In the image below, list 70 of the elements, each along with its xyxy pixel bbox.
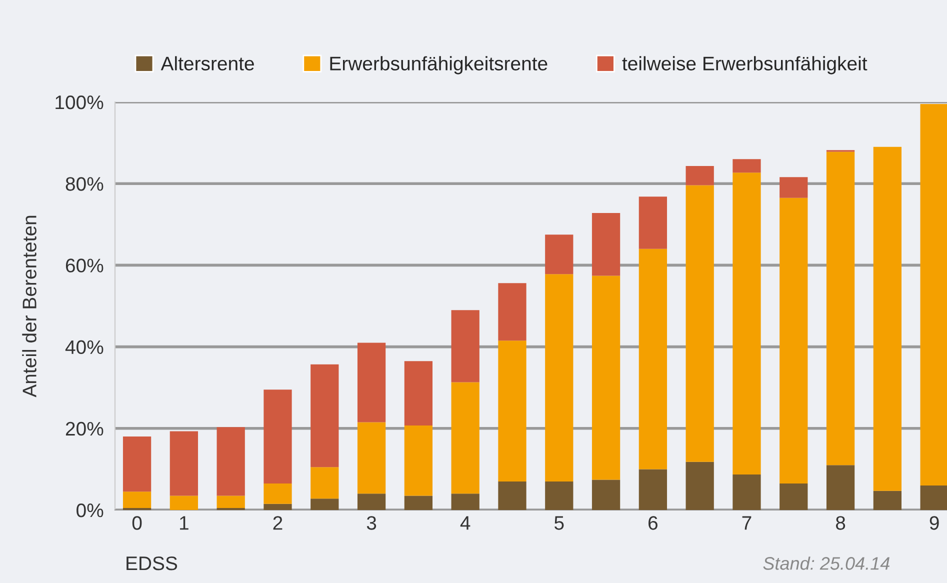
bar <box>732 474 761 510</box>
x-tick-label: 0 <box>132 516 142 530</box>
legend-label: teilweise Erwerbsunfähigkeit <box>622 56 868 74</box>
bar <box>592 276 620 480</box>
bar <box>686 462 714 510</box>
bar <box>357 342 386 422</box>
bar <box>216 496 245 508</box>
bar <box>920 104 947 486</box>
bar <box>310 467 339 499</box>
bar <box>498 340 526 482</box>
bar <box>920 486 947 510</box>
bar <box>826 465 855 510</box>
x-axis-title: EDSS <box>126 556 178 570</box>
bar <box>592 480 620 510</box>
bar <box>264 483 292 504</box>
y-tick-label: 80% <box>66 177 104 191</box>
x-tick-label: 4 <box>460 516 470 530</box>
y-axis-title: Anteil der Berenteten <box>22 216 36 398</box>
bar <box>545 481 574 510</box>
y-tick-label: 20% <box>66 422 104 436</box>
legend-label: Erwerbsunfähigkeitsrente <box>330 56 548 74</box>
bar <box>404 361 433 426</box>
bar <box>357 422 386 494</box>
y-tick-label: 40% <box>65 340 104 354</box>
bar <box>170 431 198 496</box>
bar <box>498 283 526 341</box>
bar <box>216 427 245 496</box>
bar <box>780 177 808 198</box>
x-tick-label: 8 <box>836 516 846 530</box>
bar <box>686 185 714 462</box>
bar <box>264 390 292 484</box>
bar <box>732 159 761 173</box>
bar <box>404 496 433 510</box>
x-tick-label: 7 <box>742 516 752 530</box>
bar <box>498 481 526 510</box>
bar <box>545 274 574 482</box>
bar <box>873 146 902 491</box>
x-tick-label: 6 <box>648 516 658 530</box>
y-tick-label: 60% <box>66 258 104 272</box>
x-tick-label: 1 <box>180 516 188 530</box>
bar <box>404 426 433 496</box>
y-tick-label: 0% <box>76 503 104 518</box>
bar <box>451 382 480 494</box>
bar <box>638 248 668 470</box>
x-tick-label: 2 <box>273 516 282 530</box>
bar <box>732 172 761 475</box>
text: Stand: 25.04.14 <box>763 556 890 570</box>
bar <box>122 436 152 492</box>
bar <box>638 196 668 249</box>
bar <box>264 504 292 510</box>
bar <box>592 212 620 276</box>
bar <box>357 494 386 510</box>
bar <box>545 234 574 274</box>
x-tick-label: 3 <box>366 516 376 530</box>
bar <box>310 498 339 510</box>
x-tick-label: 9 <box>930 516 939 530</box>
bar <box>451 494 480 510</box>
bar <box>780 483 808 510</box>
bar <box>873 490 902 510</box>
bar <box>826 152 855 466</box>
bar <box>780 198 808 484</box>
bar <box>686 166 714 186</box>
bar <box>310 364 339 468</box>
bar <box>122 492 152 508</box>
legend-label: Altersrente <box>160 56 254 70</box>
x-tick-label: 5 <box>554 516 564 530</box>
bar <box>638 469 668 510</box>
bar <box>170 496 198 510</box>
y-tick-label: 100% <box>56 95 104 110</box>
bar <box>451 310 480 382</box>
